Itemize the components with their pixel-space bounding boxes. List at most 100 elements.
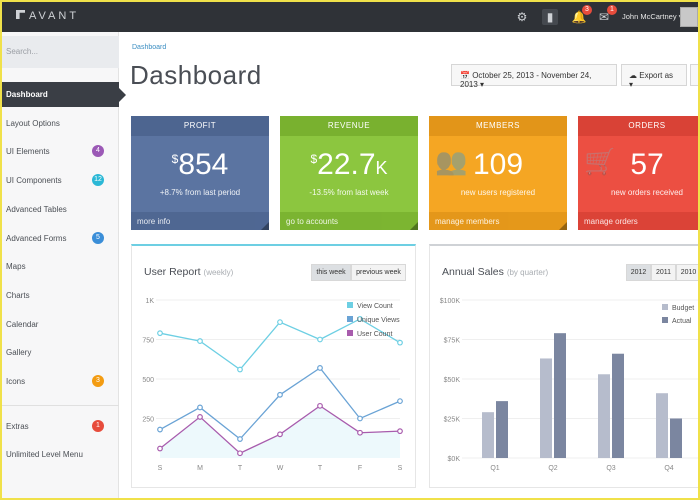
search-input[interactable]: Search... — [2, 36, 119, 68]
sidebar-item-ui-elements[interactable]: UI Elements 4 — [2, 139, 119, 164]
y-tick-label: $50K — [444, 377, 461, 384]
year-2011-button[interactable]: 2011 — [651, 264, 676, 281]
data-point — [157, 330, 163, 337]
more-button[interactable] — [690, 64, 698, 86]
year-2012-button[interactable]: 2012 — [626, 264, 651, 281]
card-corner — [261, 222, 269, 230]
alerts-badge: 3 — [582, 5, 592, 15]
data-point — [317, 336, 323, 343]
sidebar-item-layout-options[interactable]: Layout Options — [2, 111, 119, 136]
legend-label: Budget — [672, 305, 694, 312]
this-week-button[interactable]: this week — [311, 264, 351, 281]
sidebar-item-calendar[interactable]: Calendar — [2, 312, 119, 337]
x-tick-label: S — [158, 465, 163, 472]
y-tick-label: $25K — [444, 417, 461, 424]
user-report-title: User Report (weekly) — [144, 266, 234, 278]
data-point — [197, 404, 203, 411]
users-icon: 👥 — [435, 146, 468, 176]
card-footer-link[interactable]: more info — [131, 212, 269, 230]
y-tick-label: 1K — [145, 298, 154, 305]
data-point — [317, 365, 323, 371]
annual-sales-panel: Annual Sales (by quarter) 2012 2011 2010… — [429, 244, 698, 488]
x-tick-label: T — [318, 465, 323, 472]
sidebar-badge: 4 — [92, 145, 104, 157]
tasks-icon[interactable]: ▮ — [542, 9, 558, 25]
sidebar-item-label: Unlimited Level Menu — [6, 450, 83, 459]
card-value: $22.7K — [310, 148, 388, 181]
card-value: 109 — [472, 148, 524, 181]
series-line — [159, 318, 401, 371]
data-point — [157, 445, 163, 452]
bar — [540, 358, 552, 458]
sidebar-item-label: Extras — [6, 422, 29, 431]
sidebar-badge: 1 — [92, 420, 104, 432]
sidebar-item-gallery[interactable]: Gallery — [2, 340, 119, 365]
card-corner — [559, 222, 567, 230]
sidebar-badge: 12 — [92, 174, 104, 186]
card-footer-link[interactable]: go to accounts — [280, 212, 418, 230]
sidebar-item-advanced-forms[interactable]: Advanced Forms 5 — [2, 226, 119, 251]
sidebar-item-maps[interactable]: Maps — [2, 254, 119, 279]
legend-swatch — [347, 330, 353, 336]
card-value: 57 — [630, 148, 664, 181]
sidebar-item-extras[interactable]: Extras 1 — [2, 414, 119, 439]
card-corner — [410, 222, 418, 230]
card-title: PROFIT — [131, 116, 269, 136]
y-tick-label: 500 — [142, 377, 154, 384]
x-tick-label: Q1 — [490, 465, 499, 472]
data-point — [277, 319, 283, 326]
date-range-button[interactable]: 📅 October 25, 2013 - November 24, 2013 ▾ — [451, 64, 617, 89]
x-tick-label: Q2 — [548, 465, 557, 472]
sidebar-badge: 3 — [92, 375, 104, 387]
previous-week-button[interactable]: previous week — [351, 264, 406, 281]
card-footer-link[interactable]: manage members — [429, 212, 567, 230]
card-value: $854 — [171, 148, 229, 181]
sidebar-item-label: Gallery — [6, 348, 32, 357]
data-point — [237, 366, 243, 373]
export-button[interactable]: ☁ Export as ▾ — [621, 64, 687, 89]
sidebar-item-charts[interactable]: Charts — [2, 283, 119, 308]
user-menu[interactable]: John McCartney ▾ — [622, 12, 682, 21]
sidebar-item-label: Advanced Tables — [6, 205, 67, 214]
x-tick-label: Q4 — [664, 465, 673, 472]
x-tick-label: W — [277, 465, 284, 472]
settings-gear-icon[interactable]: ⚙ — [516, 10, 528, 24]
data-point — [397, 428, 403, 435]
avatar[interactable] — [680, 7, 698, 27]
sidebar-item-dashboard[interactable]: Dashboard — [2, 82, 126, 107]
x-tick-label: F — [358, 465, 362, 472]
page-title: Dashboard — [130, 60, 262, 90]
breadcrumb[interactable]: Dashboard — [132, 44, 167, 51]
legend-label: Actual — [672, 318, 692, 325]
card-title: REVENUE — [280, 116, 418, 136]
revenue-card: REVENUE $22.7K -13.5% from last week go … — [280, 116, 418, 230]
y-tick-label: $0K — [448, 456, 461, 463]
card-footer-link[interactable]: manage orders — [578, 212, 698, 230]
sidebar-item-icons[interactable]: Icons 3 — [2, 369, 119, 394]
bar — [598, 374, 610, 458]
x-tick-label: Q3 — [606, 465, 615, 472]
y-tick-label: $100K — [440, 298, 461, 305]
card-subtitle: new users registered — [460, 188, 536, 197]
sidebar-item-advanced-tables[interactable]: Advanced Tables — [2, 197, 119, 222]
sidebar-item-ui-components[interactable]: UI Components 12 — [2, 168, 119, 193]
y-tick-label: 250 — [142, 417, 154, 424]
year-2010-button[interactable]: 2010 — [676, 264, 698, 281]
envelope-icon[interactable]: ✉ 1 — [596, 5, 617, 25]
sidebar-badge: 5 — [92, 232, 104, 244]
data-point — [277, 431, 283, 438]
top-bar: AVANT ⚙ ▮ 🔔3 ✉1 John McCartney ▾ — [2, 2, 698, 32]
sidebar-item-unlimited-level-menu[interactable]: Unlimited Level Menu — [2, 442, 119, 467]
brand-logo[interactable]: AVANT — [16, 10, 79, 22]
data-point — [357, 429, 363, 436]
data-point — [357, 316, 363, 322]
bar — [554, 333, 566, 458]
bar — [670, 418, 682, 458]
bar — [482, 412, 494, 458]
data-point — [357, 415, 363, 422]
legend-swatch — [662, 304, 668, 310]
legend-label: Unique Views — [357, 317, 400, 324]
legend-label: User Count — [357, 331, 392, 338]
bell-icon[interactable]: 🔔 3 — [571, 5, 592, 25]
